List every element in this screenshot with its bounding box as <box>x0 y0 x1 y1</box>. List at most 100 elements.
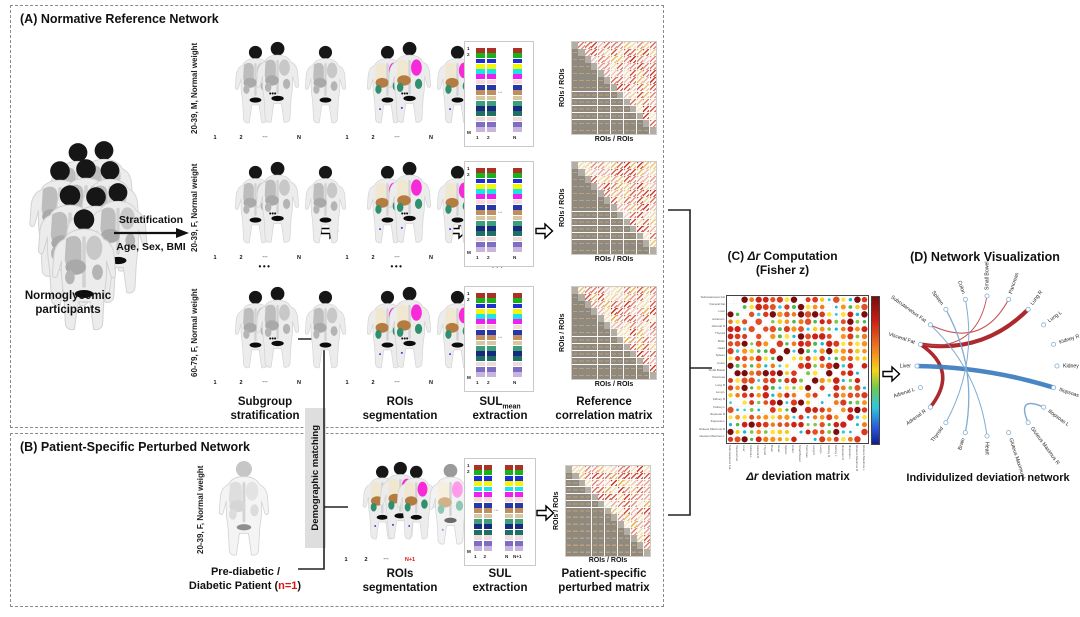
matrix-cell <box>624 549 631 556</box>
sul-row-1: 1 <box>467 166 470 171</box>
sul-cell <box>487 335 496 340</box>
caption-b-matrix-1: Patient-specific <box>561 568 647 580</box>
sul-cell <box>515 486 523 492</box>
matrix-cell <box>578 98 585 106</box>
matrix-cell <box>578 535 585 542</box>
sul-cell <box>476 226 485 231</box>
matrix-cell <box>578 42 585 49</box>
matrix-cell <box>636 176 643 183</box>
sul-cell <box>474 465 482 470</box>
sul-cell <box>513 236 522 242</box>
segmentation-index: 2 <box>371 255 375 261</box>
network-node-label: Visceral Fat <box>888 332 916 346</box>
matrix-cell <box>572 239 579 247</box>
dev-matrix-col-label: Heart <box>777 445 782 453</box>
sul-cell <box>487 48 496 53</box>
matrix-cell <box>611 500 618 508</box>
matrix-cell <box>630 126 637 134</box>
dev-matrix-row-label: Heart <box>717 345 725 350</box>
matrix-cell <box>584 197 591 205</box>
matrix-cell <box>623 190 630 197</box>
matrix-cell <box>597 364 604 372</box>
matrix-cell <box>610 56 617 63</box>
matrix-cell <box>591 287 598 294</box>
matrix-cell <box>610 63 617 70</box>
matrix-cell <box>604 218 611 226</box>
sul-cell <box>483 508 492 514</box>
matrix-cell <box>611 535 618 542</box>
matrix-cell <box>591 183 598 190</box>
matrix-cell <box>610 91 617 99</box>
matrix-cell <box>630 500 637 508</box>
matrix-cell <box>617 486 624 494</box>
matrix-cell <box>584 42 591 49</box>
matrix-cell <box>572 77 579 85</box>
matrix-cell <box>591 112 598 120</box>
matrix-cell <box>584 119 591 127</box>
matrix-cell <box>630 315 637 322</box>
matrix-cell <box>584 176 591 183</box>
matrix-cell <box>637 486 644 494</box>
matrix-cell <box>604 84 611 92</box>
matrix-cell <box>636 70 643 77</box>
matrix-cell <box>604 70 611 77</box>
sul-cell <box>487 366 496 372</box>
dev-matrix-row-label: Small Bowel <box>708 368 725 372</box>
matrix-cell <box>578 190 585 197</box>
sul-cell <box>476 335 485 340</box>
sul-cell <box>474 529 482 535</box>
sul-cell <box>476 351 485 356</box>
caption-b-sul-2: extraction <box>472 582 528 594</box>
dev-matrix-col-label: Pancreas <box>805 445 810 458</box>
matrix-cell <box>617 84 624 92</box>
matrix-cell <box>610 183 617 190</box>
matrix-cell <box>566 521 573 528</box>
matrix-cell <box>566 493 573 501</box>
matrix-cell <box>637 466 644 473</box>
matrix-cell <box>636 183 643 190</box>
sul-cell <box>476 95 485 101</box>
matrix-cell <box>637 521 644 528</box>
matrix-cell <box>584 183 591 190</box>
dev-matrix-row-label: Visceral Fat <box>709 301 725 306</box>
matrix-cell <box>566 466 573 473</box>
matrix-cell <box>637 549 644 556</box>
matrix-cell <box>623 84 630 92</box>
matrix-cell <box>643 466 650 473</box>
matrix-cell <box>623 287 630 294</box>
matrix-cell <box>572 549 579 556</box>
sul-cell <box>513 90 522 95</box>
matrix-cell <box>649 329 656 337</box>
matrix-cell <box>630 549 637 556</box>
matrix-cell <box>566 549 573 556</box>
subgroup-index: N <box>297 135 301 141</box>
matrix-cell <box>617 49 624 56</box>
matrix-cell <box>617 371 624 379</box>
matrix-cell <box>649 239 656 247</box>
matrix-cell <box>578 91 585 99</box>
n-equals-1: n=1 <box>278 580 298 592</box>
segmentation-index: 2 <box>371 380 375 386</box>
matrix-cell <box>623 294 630 301</box>
sul-cell <box>505 470 513 476</box>
matrix-cell <box>566 514 573 521</box>
matrix-cell <box>630 493 637 501</box>
sul-cell <box>487 356 496 362</box>
matrix-cell <box>584 357 591 365</box>
matrix-x-axis-label: ROIs / ROIs <box>594 256 634 263</box>
sul-column <box>505 465 513 551</box>
matrix-cell <box>630 466 637 473</box>
matrix-cell <box>630 514 637 521</box>
matrix-cell <box>649 211 656 219</box>
matrix-cell <box>617 169 624 176</box>
sul-gap-dots: ⋯ <box>498 90 503 95</box>
sul-cell <box>483 540 492 546</box>
matrix-cell <box>572 287 579 294</box>
matrix-cell <box>624 521 631 528</box>
matrix-cell <box>591 542 598 549</box>
dev-matrix-col-label: Spleen <box>784 445 789 455</box>
matrix-cell <box>591 315 598 322</box>
caption-subgroup-2: stratification <box>230 410 300 422</box>
matrix-cell <box>649 357 656 365</box>
matrix-cell <box>591 197 598 205</box>
